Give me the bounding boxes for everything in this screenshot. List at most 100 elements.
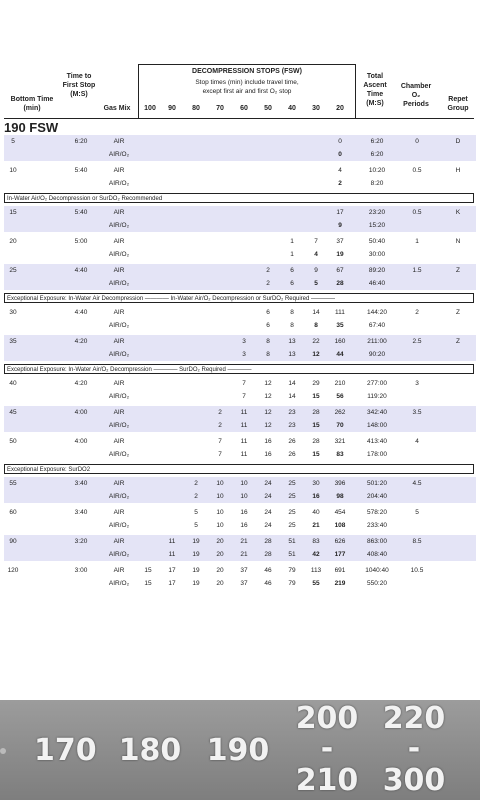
stop-time-cell: 55 bbox=[312, 580, 320, 587]
depth-option-200-210[interactable]: 200 - 210 bbox=[290, 704, 364, 798]
stop-time-cell: 4 bbox=[338, 167, 342, 174]
stop-time-cell: 14 bbox=[312, 309, 320, 316]
stop-time-cell: 30 bbox=[312, 480, 320, 487]
gas-mix-cell: AIR/O₂ bbox=[108, 580, 130, 587]
stop-time-cell: 13 bbox=[288, 351, 296, 358]
stop-time-cell: 262 bbox=[334, 409, 346, 416]
table-row: AIR/O₂ 178:00 7 11 16 26 15 83 bbox=[4, 448, 476, 461]
table-row: 35 4:20 AIR 211:00 2.5 Z 3 8 13 22 160 bbox=[4, 335, 476, 348]
stop-time-cell: 11 bbox=[240, 438, 248, 445]
first-stop-time-cell: 3:00 bbox=[74, 567, 88, 574]
stop-time-cell: 46 bbox=[264, 580, 272, 587]
depth-option-190[interactable]: 190 bbox=[206, 733, 270, 768]
table-row: 25 4:40 AIR 89:20 1.5 Z 2 6 9 67 bbox=[4, 264, 476, 277]
chamber-periods-cell: 1 bbox=[415, 238, 419, 245]
chamber-periods-cell: 10.5 bbox=[410, 567, 424, 574]
chamber-periods-cell: 2 bbox=[415, 309, 419, 316]
stop-time-cell: 10 bbox=[216, 522, 224, 529]
depth-option-220-300[interactable]: 220 - 300 bbox=[376, 704, 452, 798]
stop-time-cell: 396 bbox=[334, 480, 346, 487]
stop-time-cell: 37 bbox=[336, 238, 344, 245]
gas-mix-cell: AIR/O₂ bbox=[108, 322, 130, 329]
stop-time-cell: 19 bbox=[192, 567, 200, 574]
first-stop-time-cell: 4:40 bbox=[74, 267, 88, 274]
bottom-time-cell: 10 bbox=[9, 167, 17, 174]
total-ascent-cell: 277:00 bbox=[367, 380, 387, 387]
bottom-time-cell: 50 bbox=[9, 438, 17, 445]
total-ascent-cell: 413:40 bbox=[367, 438, 387, 445]
stop-time-cell: 8 bbox=[290, 322, 294, 329]
chamber-periods-cell: 1.5 bbox=[412, 267, 422, 274]
stop-time-cell: 210 bbox=[334, 380, 346, 387]
total-ascent-cell: 144:20 bbox=[367, 309, 387, 316]
header-total-ascent: Total Ascent Time (M:S) bbox=[363, 73, 387, 107]
repet-group-cell: K bbox=[455, 209, 461, 216]
stop-time-cell: 28 bbox=[312, 438, 320, 445]
gas-mix-cell: AIR bbox=[113, 538, 125, 545]
stop-time-cell: 11 bbox=[240, 409, 248, 416]
stop-time-cell: 29 bbox=[312, 380, 320, 387]
total-ascent-cell: 90:20 bbox=[368, 351, 386, 358]
table-row: AIR/O₂ 408:40 11 19 20 21 28 51 42 177 bbox=[4, 548, 476, 561]
stop-time-cell: 10 bbox=[216, 493, 224, 500]
stop-time-cell: 25 bbox=[288, 493, 296, 500]
stop-time-cell: 20 bbox=[216, 580, 224, 587]
first-stop-time-cell: 4:20 bbox=[74, 380, 88, 387]
stop-time-cell: 79 bbox=[288, 567, 296, 574]
stop-time-cell: 5 bbox=[194, 522, 198, 529]
total-ascent-cell: 550:20 bbox=[367, 580, 387, 587]
depth-selector-bar: 170 180 190 200 - 210 220 - 300 bbox=[0, 700, 480, 800]
stop-time-cell: 9 bbox=[338, 222, 342, 229]
scroll-indicator bbox=[0, 748, 6, 754]
stop-time-cell: 19 bbox=[192, 580, 200, 587]
stop-time-cell: 691 bbox=[334, 567, 346, 574]
stop-time-cell: 24 bbox=[264, 480, 272, 487]
depth-option-170[interactable]: 170 bbox=[34, 733, 97, 768]
first-stop-time-cell: 6:20 bbox=[74, 138, 88, 145]
stop-time-cell: 5 bbox=[194, 509, 198, 516]
bottom-time-cell: 120 bbox=[7, 567, 19, 574]
stop-time-cell: 4 bbox=[314, 251, 318, 258]
gas-mix-cell: AIR bbox=[113, 509, 125, 516]
stop-time-cell: 20 bbox=[216, 567, 224, 574]
stop-time-cell: 0 bbox=[338, 138, 342, 145]
stop-time-cell: 1 bbox=[290, 238, 294, 245]
stop-time-cell: 8 bbox=[290, 309, 294, 316]
stop-time-cell: 26 bbox=[288, 438, 296, 445]
stop-time-cell: 15 bbox=[312, 393, 320, 400]
bottom-time-cell: 60 bbox=[9, 509, 17, 516]
stop-time-cell: 21 bbox=[312, 522, 320, 529]
gas-mix-cell: AIR bbox=[113, 338, 125, 345]
bottom-time-cell: 55 bbox=[9, 480, 17, 487]
total-ascent-cell: 211:00 bbox=[367, 338, 387, 345]
total-ascent-cell: 67:40 bbox=[368, 322, 386, 329]
deco-title: DECOMPRESSION STOPS (FSW) bbox=[192, 68, 302, 75]
stop-time-cell: 15 bbox=[312, 451, 320, 458]
gas-mix-cell: AIR/O₂ bbox=[108, 393, 130, 400]
total-ascent-cell: 204:40 bbox=[367, 493, 387, 500]
gas-mix-cell: AIR/O₂ bbox=[108, 180, 130, 187]
gas-mix-cell: AIR bbox=[113, 480, 125, 487]
table-row: AIR/O₂ 233:40 5 10 16 24 25 21 108 bbox=[4, 519, 476, 532]
table-row: 45 4:00 AIR 342:40 3.5 2 11 12 23 28 262 bbox=[4, 406, 476, 419]
stop-time-cell: 16 bbox=[264, 451, 272, 458]
bottom-time-cell: 40 bbox=[9, 380, 17, 387]
bottom-time-cell: 45 bbox=[9, 409, 17, 416]
total-ascent-cell: 15:20 bbox=[368, 222, 386, 229]
header-time-first-stop: Time to First Stop (M:S) bbox=[62, 73, 96, 98]
exposure-notice: Exceptional Exposure: SurDO2 bbox=[4, 464, 474, 474]
stop-time-cell: 14 bbox=[288, 393, 296, 400]
deco-depth-30: 30 bbox=[312, 105, 320, 112]
table-row: AIR/O₂ 119:20 7 12 14 15 56 bbox=[4, 390, 476, 403]
total-ascent-cell: 8:20 bbox=[370, 180, 384, 187]
stop-time-cell: 79 bbox=[288, 580, 296, 587]
stop-time-cell: 26 bbox=[288, 451, 296, 458]
deco-subtitle-line2: except first air and first O₂ stop bbox=[202, 88, 292, 95]
depth-option-180[interactable]: 180 bbox=[118, 733, 182, 768]
first-stop-time-cell: 5:00 bbox=[74, 238, 88, 245]
total-ascent-cell: 148:00 bbox=[367, 422, 387, 429]
total-ascent-cell: 342:40 bbox=[367, 409, 387, 416]
total-ascent-cell: 6:20 bbox=[370, 138, 384, 145]
gas-mix-cell: AIR/O₂ bbox=[108, 251, 130, 258]
stop-time-cell: 177 bbox=[334, 551, 346, 558]
